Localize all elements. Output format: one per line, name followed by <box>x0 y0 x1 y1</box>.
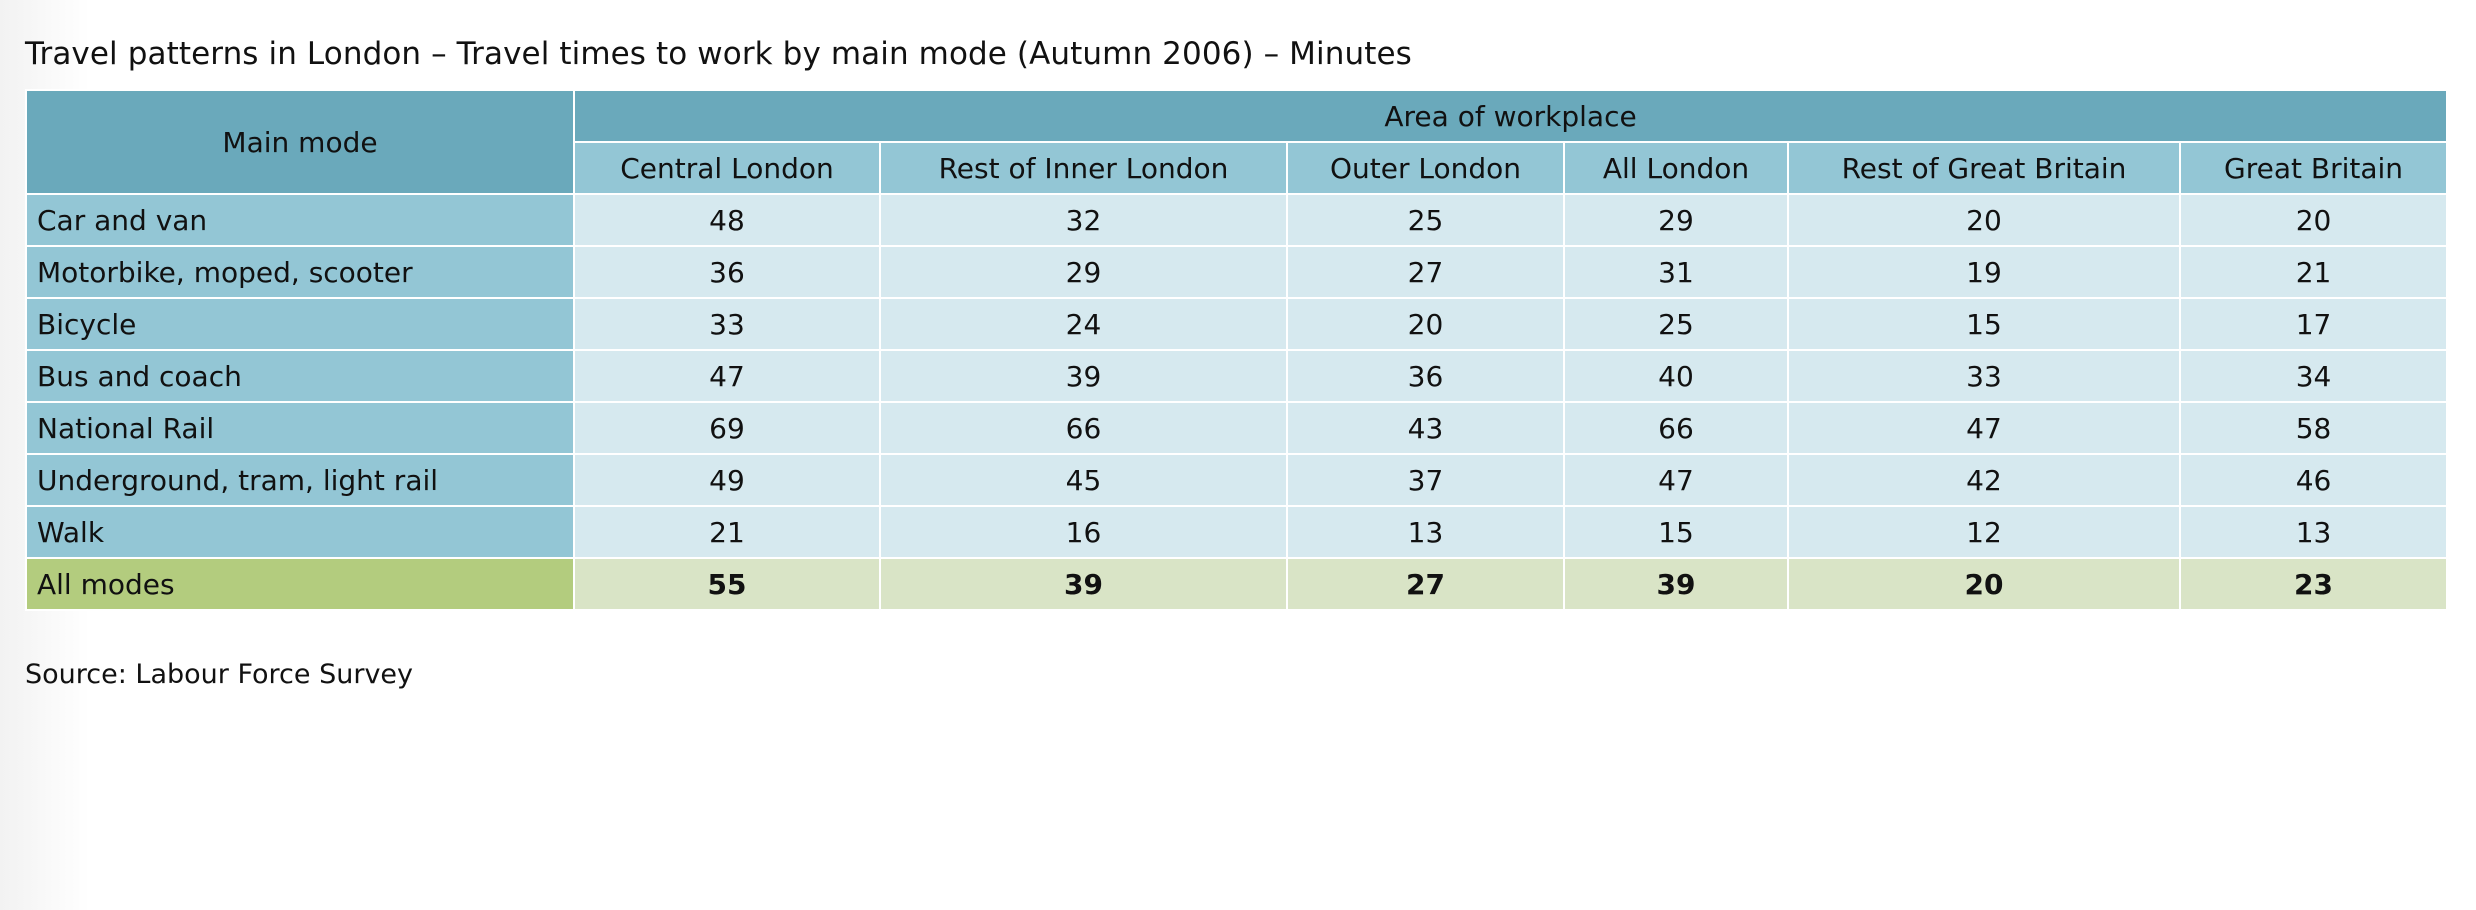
table-cell: 49 <box>573 453 881 507</box>
table-cell: 47 <box>573 349 881 403</box>
table-row: Motorbike, moped, scooter 36 29 27 31 19… <box>25 245 2449 299</box>
row-label: Car and van <box>25 193 575 247</box>
table-cell: 36 <box>1286 349 1565 403</box>
row-label: Motorbike, moped, scooter <box>25 245 575 299</box>
table-cell: 20 <box>1787 193 2181 247</box>
source-note: Source: Labour Force Survey <box>25 659 414 690</box>
total-row: All modes 55 39 27 39 20 23 <box>25 557 2449 611</box>
table-cell: 17 <box>2178 297 2449 351</box>
table-cell: 16 <box>879 505 1288 559</box>
table-cell: 33 <box>1787 349 2181 403</box>
table-cell: 21 <box>573 505 881 559</box>
table-row: Underground, tram, light rail 49 45 37 4… <box>25 453 2449 507</box>
table-cell: 15 <box>1787 297 2181 351</box>
travel-times-table: Main mode Area of workplace Central Lond… <box>25 89 2449 611</box>
table-row: Bicycle 33 24 20 25 15 17 <box>25 297 2449 351</box>
table-cell: 27 <box>1286 245 1565 299</box>
table-cell: 42 <box>1787 453 2181 507</box>
table-cell: 69 <box>573 401 881 455</box>
table-cell: 66 <box>879 401 1288 455</box>
table-row: National Rail 69 66 43 66 47 58 <box>25 401 2449 455</box>
table-cell: 33 <box>573 297 881 351</box>
row-label: Bus and coach <box>25 349 575 403</box>
table-cell: 32 <box>879 193 1288 247</box>
table-cell: 48 <box>573 193 881 247</box>
table-cell: 24 <box>879 297 1288 351</box>
table-row: Bus and coach 47 39 36 40 33 34 <box>25 349 2449 403</box>
column-header: Rest of Inner London <box>879 141 1288 195</box>
row-label: Underground, tram, light rail <box>25 453 575 507</box>
row-header-main-mode: Main mode <box>25 89 575 195</box>
table-cell: 34 <box>2178 349 2449 403</box>
table-title: Travel patterns in London – Travel times… <box>25 36 1412 72</box>
table-cell: 37 <box>1286 453 1565 507</box>
row-label: Walk <box>25 505 575 559</box>
table-cell: 39 <box>879 349 1288 403</box>
table-row: Car and van 48 32 25 29 20 20 <box>25 193 2449 247</box>
table-cell: 21 <box>2178 245 2449 299</box>
column-group-header: Area of workplace <box>572 89 2449 143</box>
column-header: Central London <box>573 141 881 195</box>
table-cell: 43 <box>1286 401 1565 455</box>
table-cell: 40 <box>1563 349 1789 403</box>
total-cell: 23 <box>2178 557 2449 611</box>
table-cell: 20 <box>2178 193 2449 247</box>
table-cell: 29 <box>879 245 1288 299</box>
table-row: Walk 21 16 13 15 12 13 <box>25 505 2449 559</box>
table-cell: 25 <box>1286 193 1565 247</box>
total-cell: 39 <box>1563 557 1789 611</box>
total-cell: 55 <box>573 557 881 611</box>
table-cell: 47 <box>1787 401 2181 455</box>
table-cell: 46 <box>2178 453 2449 507</box>
row-label: Bicycle <box>25 297 575 351</box>
table-cell: 20 <box>1286 297 1565 351</box>
total-cell: 39 <box>879 557 1288 611</box>
table-cell: 47 <box>1563 453 1789 507</box>
total-cell: 27 <box>1286 557 1565 611</box>
row-label: National Rail <box>25 401 575 455</box>
column-header: Great Britain <box>2178 141 2449 195</box>
table-cell: 66 <box>1563 401 1789 455</box>
table-cell: 13 <box>2178 505 2449 559</box>
table-cell: 13 <box>1286 505 1565 559</box>
row-label-total: All modes <box>25 557 575 611</box>
table-cell: 12 <box>1787 505 2181 559</box>
column-header: All London <box>1563 141 1789 195</box>
table-cell: 45 <box>879 453 1288 507</box>
table-cell: 36 <box>573 245 881 299</box>
column-header: Rest of Great Britain <box>1787 141 2181 195</box>
column-header: Outer London <box>1286 141 1565 195</box>
table-cell: 58 <box>2178 401 2449 455</box>
table-cell: 29 <box>1563 193 1789 247</box>
table-cell: 25 <box>1563 297 1789 351</box>
table-cell: 31 <box>1563 245 1789 299</box>
table-cell: 15 <box>1563 505 1789 559</box>
table-cell: 19 <box>1787 245 2181 299</box>
total-cell: 20 <box>1787 557 2181 611</box>
